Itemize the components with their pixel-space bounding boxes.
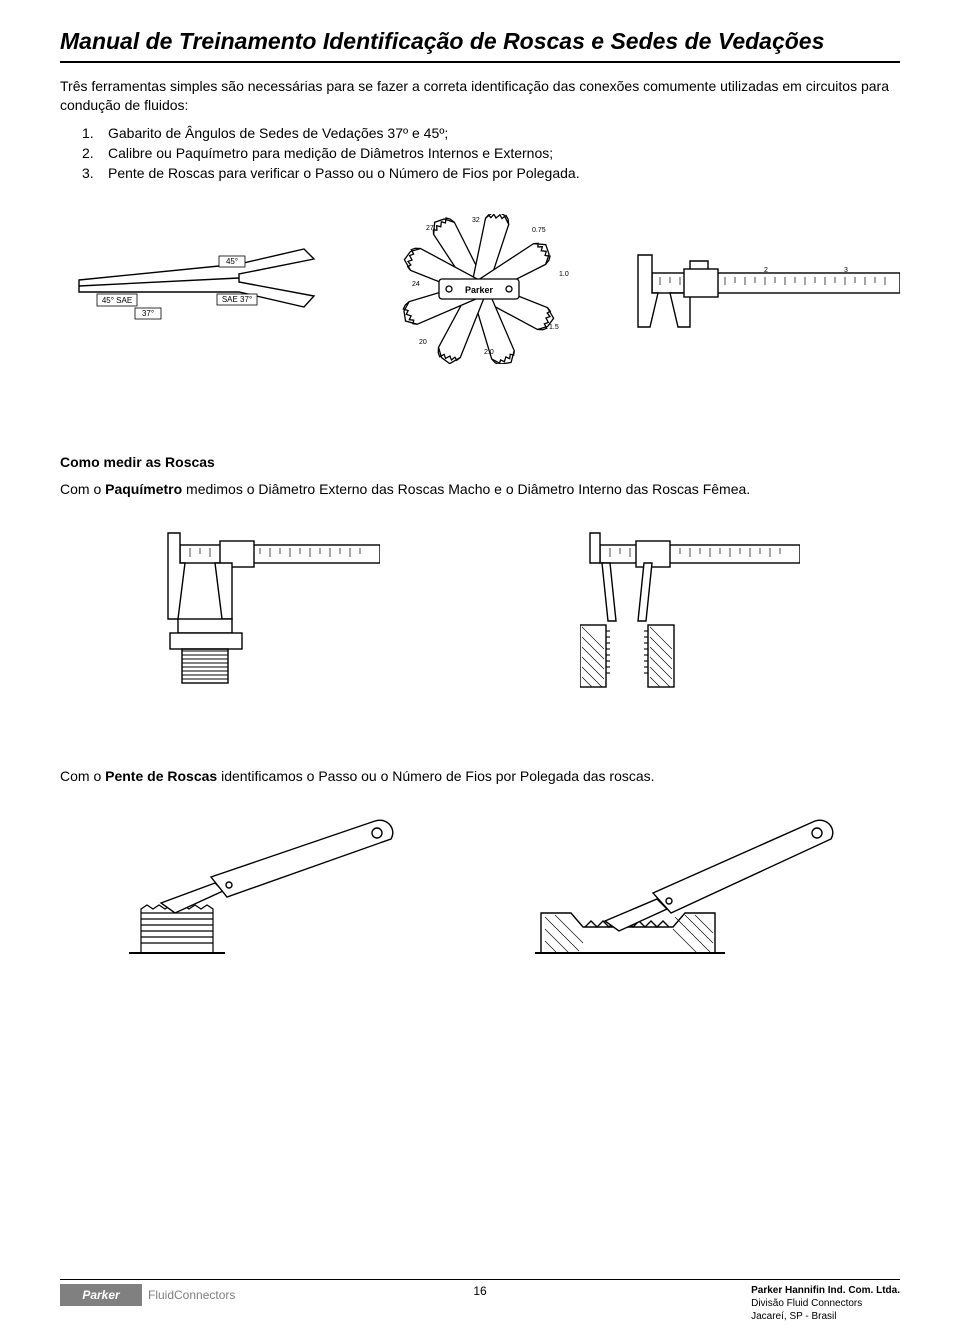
svg-text:2: 2 bbox=[764, 267, 768, 274]
text-bold: Pente de Roscas bbox=[105, 768, 217, 784]
title-rule bbox=[60, 61, 900, 63]
pitch-label: 0.75 bbox=[532, 227, 546, 234]
pitch-label: 24 bbox=[412, 281, 420, 288]
caliper-external-figure bbox=[60, 527, 480, 697]
text-span: Com o bbox=[60, 481, 105, 497]
list-text: Gabarito de Ângulos de Sedes de Vedações… bbox=[108, 123, 448, 143]
pitch-label: 27 bbox=[426, 225, 434, 232]
section-text: Com o Pente de Roscas identificamos o Pa… bbox=[60, 767, 900, 786]
list-num: 3. bbox=[82, 163, 98, 183]
gauge-label: 37° bbox=[141, 309, 153, 318]
gauge-label: 45° bbox=[225, 257, 237, 266]
footer-company: Parker Hannifin Ind. Com. Ltda. bbox=[751, 1284, 900, 1297]
list-num: 2. bbox=[82, 143, 98, 163]
gauge-label: SAE 37° bbox=[221, 295, 251, 304]
page-footer: Parker FluidConnectors 16 Parker Hannifi… bbox=[60, 1279, 900, 1333]
footer-left: Parker FluidConnectors bbox=[60, 1284, 235, 1306]
list-item: 1. Gabarito de Ângulos de Sedes de Vedaç… bbox=[82, 123, 900, 143]
page-title: Manual de Treinamento Identificação de R… bbox=[60, 28, 900, 55]
footer-division: Divisão Fluid Connectors bbox=[751, 1297, 900, 1310]
footer-location: Jacareí, SP - Brasil bbox=[751, 1310, 900, 1323]
caliper-internal-figure bbox=[480, 527, 900, 697]
thread-pitch-gauge-figure: Parker 27 32 0.75 24 1.0 20 2.0 1.5 bbox=[345, 214, 612, 364]
section-heading: Como medir as Roscas bbox=[60, 454, 900, 470]
pitch-external-figure bbox=[60, 813, 480, 963]
text-span: medimos o Diâmetro Externo das Roscas Ma… bbox=[182, 481, 750, 497]
pitch-internal-figure bbox=[480, 813, 900, 963]
pitch-label: 2.0 bbox=[484, 349, 494, 356]
list-item: 2. Calibre ou Paquímetro para medição de… bbox=[82, 143, 900, 163]
gauge-brand: Parker bbox=[464, 285, 493, 295]
intro-text: Três ferramentas simples são necessárias… bbox=[60, 77, 900, 115]
gauge-label: 45° SAE bbox=[101, 296, 131, 305]
angle-gauge-figure: 45° SAE 45° 37° SAE 37° bbox=[60, 234, 327, 344]
pitch-label: 32 bbox=[472, 217, 480, 224]
list-num: 1. bbox=[82, 123, 98, 143]
page-number: 16 bbox=[473, 1284, 486, 1298]
section-text: Com o Paquímetro medimos o Diâmetro Exte… bbox=[60, 480, 900, 499]
pitch-label: 20 bbox=[419, 339, 427, 346]
list-text: Pente de Roscas para verificar o Passo o… bbox=[108, 163, 580, 183]
parker-logo: Parker bbox=[60, 1284, 142, 1306]
footer-right: Parker Hannifin Ind. Com. Ltda. Divisão … bbox=[751, 1284, 900, 1323]
list-item: 3. Pente de Roscas para verificar o Pass… bbox=[82, 163, 900, 183]
tools-figure-row: 45° SAE 45° 37° SAE 37° bbox=[60, 214, 900, 364]
pitch-label: 1.0 bbox=[559, 271, 569, 278]
text-span: Com o bbox=[60, 768, 105, 784]
tools-list: 1. Gabarito de Ângulos de Sedes de Vedaç… bbox=[82, 123, 900, 184]
pitch-label: 1.5 bbox=[549, 324, 559, 331]
caliper-measure-row bbox=[60, 527, 900, 697]
list-text: Calibre ou Paquímetro para medição de Di… bbox=[108, 143, 553, 163]
text-bold: Paquímetro bbox=[105, 481, 182, 497]
pitch-gauge-measure-row bbox=[60, 813, 900, 963]
caliper-figure: 2 3 bbox=[630, 239, 900, 339]
text-span: identificamos o Passo ou o Número de Fio… bbox=[217, 768, 654, 784]
footer-subbrand: FluidConnectors bbox=[148, 1288, 235, 1302]
svg-text:3: 3 bbox=[844, 267, 848, 274]
